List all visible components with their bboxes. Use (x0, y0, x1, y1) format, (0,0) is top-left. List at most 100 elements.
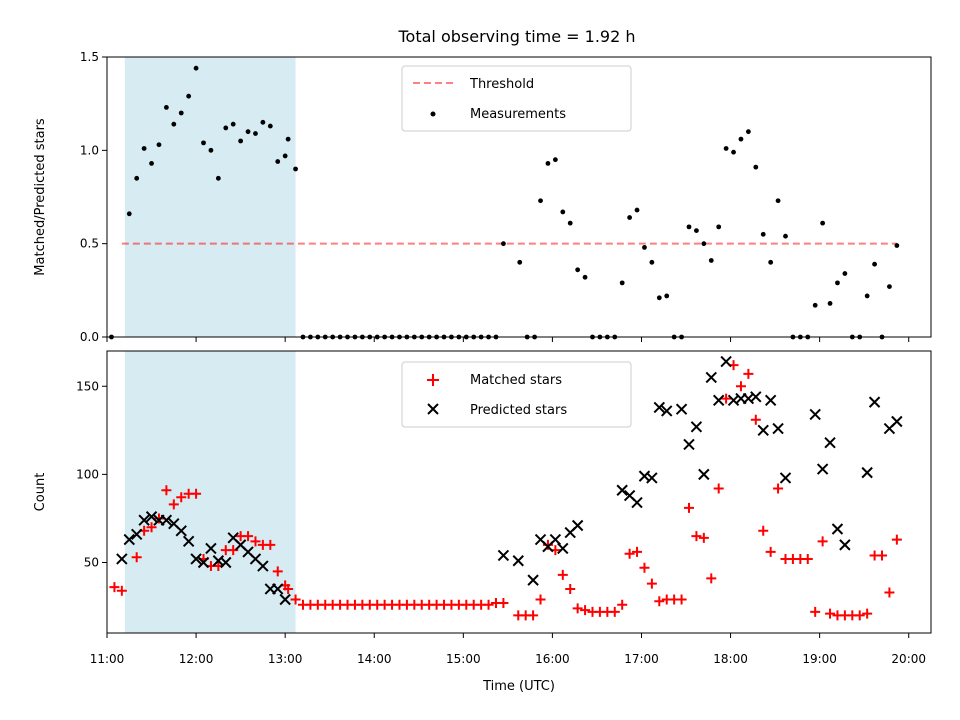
measurement-point (701, 241, 707, 247)
axes-ticks: 50 100 150 11:00 12:00 13:00 14:00 15:00 16:00 17… (76, 379, 926, 666)
measurement-point (134, 175, 140, 181)
matched-stars-point (676, 594, 687, 605)
matched-stars-point (758, 525, 769, 536)
measurement-point (293, 166, 298, 172)
measurement-point (163, 105, 169, 110)
predicted-stars-point (861, 466, 873, 479)
predicted-stars-point (690, 421, 703, 433)
predicted-stars-point (653, 401, 666, 414)
predicted-stars-point (138, 514, 150, 526)
bottom-panel: 50 100 150 11:00 12:00 13:00 14:00 15:00 16:00 17… (33, 350, 932, 694)
axes-ticks: 0.0 0.5 1.0 1.5 (80, 50, 910, 344)
predicted-stars-point (750, 391, 762, 403)
measurement-point (686, 224, 692, 230)
matched-stars-point (624, 548, 635, 559)
matched-stars-point (153, 513, 164, 524)
predicted-stars-point (891, 415, 903, 428)
measurement-point (887, 284, 892, 289)
matched-stars-point (691, 531, 702, 542)
matched-stars-point (528, 610, 539, 621)
measurement-point (141, 146, 147, 151)
matched-stars-point (565, 583, 576, 594)
matched-stars-point (146, 522, 157, 533)
matched-stars-point (639, 562, 650, 573)
predicted-stars-point (720, 355, 732, 368)
matched-stars-point (483, 599, 494, 610)
matched-stars-point (250, 536, 261, 547)
measurement-point (649, 259, 655, 265)
measurement-point (560, 209, 566, 215)
measurement-point (567, 220, 573, 226)
matched-stars-point (290, 594, 301, 605)
measurement-point (275, 159, 281, 164)
matched-stars-point (617, 599, 628, 610)
y-tick-label: 0.0 (80, 330, 99, 344)
predicted-stars-point (631, 496, 643, 509)
predicted-stars-point (772, 422, 784, 435)
x-tick-label: 14:00 (357, 652, 392, 666)
x-tick-label: 18:00 (713, 652, 748, 666)
legend-predicted-swatch (427, 403, 439, 415)
measurement-point (253, 131, 258, 136)
measurement-point (223, 125, 229, 131)
matched-stars-point (109, 582, 120, 593)
matched-stars-point (632, 546, 643, 557)
measurement-point (634, 207, 640, 213)
predicted-stars-point (824, 436, 836, 449)
measurement-point (642, 245, 647, 250)
measurement-point (775, 198, 781, 204)
predicted-stars-point (712, 394, 725, 407)
measurement-point (208, 147, 214, 153)
axes-frame (106, 350, 932, 634)
measurement-point (864, 293, 870, 299)
predicted-stars-point (182, 535, 195, 548)
measurement-point (575, 267, 581, 273)
matched-stars-point (884, 587, 895, 598)
matched-stars-point (854, 610, 865, 621)
predicted-stars-point (683, 438, 695, 451)
predicted-stars-point (779, 472, 792, 484)
measurement-point (827, 301, 833, 306)
measurement-point (171, 121, 177, 127)
legend-label-threshold: Threshold (469, 77, 534, 92)
matched-stars-point (825, 608, 836, 619)
matched-stars-point (750, 414, 761, 425)
measurement-point (193, 65, 199, 71)
measurement-point (731, 149, 736, 155)
matched-stars-point (735, 381, 746, 392)
axes-frame (106, 56, 932, 338)
legend: Threshold Measurements (401, 65, 632, 132)
matched-stars-point (891, 534, 902, 545)
predicted-stars-point (816, 463, 829, 475)
y-tick-label: 0.5 (80, 237, 99, 251)
predicted-stars-point (190, 553, 202, 565)
predicted-stars-point (272, 583, 284, 595)
predicted-stars-point (220, 556, 232, 569)
matched-stars-point (535, 594, 546, 605)
measurement-point (230, 121, 236, 127)
predicted-stars-point (839, 539, 851, 551)
measurement-point (178, 110, 184, 116)
measurement-point (552, 157, 558, 163)
measurement-point (285, 136, 291, 142)
predicted-stars-point (175, 525, 187, 537)
measurement-point (201, 140, 206, 146)
predicted-stars-point (557, 542, 569, 555)
measurement-point (835, 280, 840, 286)
matched-stars-point (191, 488, 202, 499)
predicted-stars-point (130, 528, 143, 541)
predicted-stars-point (527, 574, 539, 586)
matched-stars-point (176, 492, 187, 503)
predicted-stars-point (661, 405, 673, 417)
matched-stars-point (265, 539, 276, 550)
measurement-point (753, 164, 759, 170)
predicted-stars-point (764, 394, 777, 407)
matched-stars-point (654, 596, 665, 607)
measurement-point (282, 153, 288, 159)
matched-stars-point (698, 532, 709, 543)
predicted-stars-point (205, 542, 217, 555)
matched-stars-point (161, 485, 172, 496)
measurement-point (656, 295, 662, 301)
matched-stars-point (131, 552, 142, 563)
matched-stars-point (743, 368, 754, 379)
